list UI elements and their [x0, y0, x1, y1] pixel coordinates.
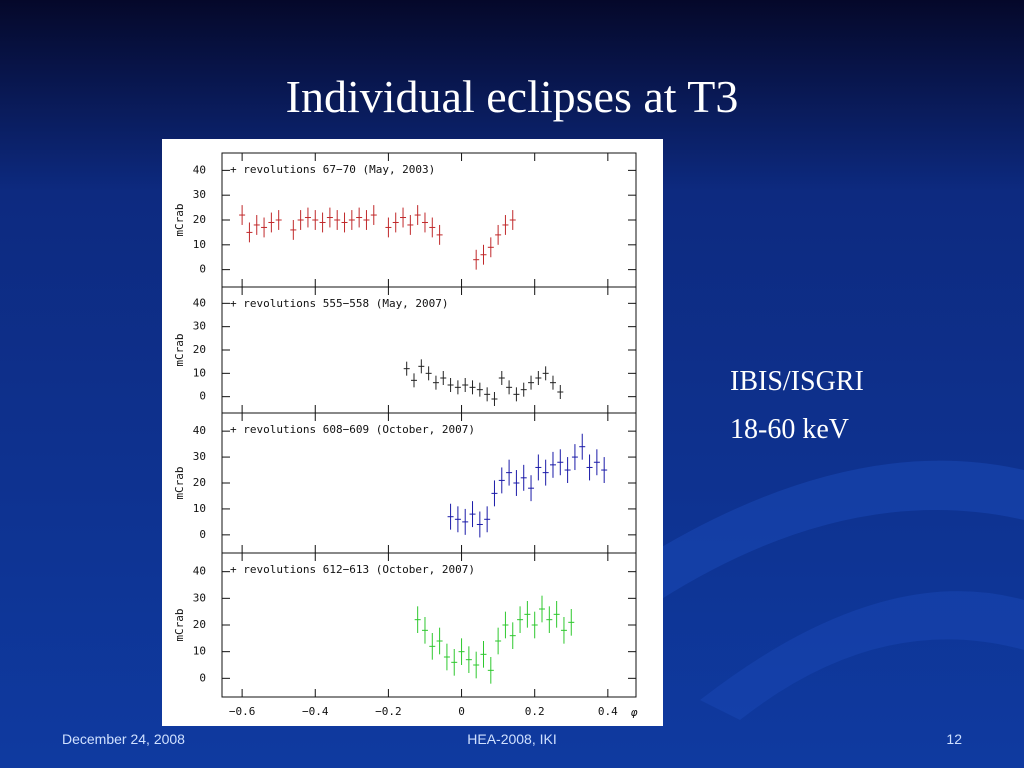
- y-tick-label: 30: [193, 188, 206, 201]
- y-tick-label: 20: [193, 343, 206, 356]
- footer-page: 12: [946, 731, 962, 747]
- y-tick-label: 40: [193, 296, 206, 309]
- x-tick-label: −0.2: [375, 705, 402, 718]
- x-tick-label: 0.4: [598, 705, 618, 718]
- x-tick-label: −0.6: [229, 705, 256, 718]
- y-axis-label: mCrab: [173, 333, 186, 366]
- side-text: IBIS/ISGRI: [730, 366, 864, 397]
- y-tick-label: 0: [199, 528, 206, 541]
- panel-annotation: + revolutions 612−613 (October, 2007): [230, 563, 475, 576]
- y-tick-label: 0: [199, 263, 206, 276]
- y-tick-label: 30: [193, 591, 206, 604]
- y-tick-label: 40: [193, 565, 206, 578]
- y-tick-label: 40: [193, 424, 206, 437]
- decoration: [640, 460, 1024, 600]
- y-axis-label: mCrab: [173, 466, 186, 499]
- y-tick-label: 0: [199, 671, 206, 684]
- decoration: [700, 591, 1024, 720]
- x-tick-label: 0.2: [525, 705, 545, 718]
- y-tick-label: 10: [193, 645, 206, 658]
- panel-annotation: + revolutions 67−70 (May, 2003): [230, 163, 435, 176]
- panel-annotation: + revolutions 555−558 (May, 2007): [230, 297, 449, 310]
- y-tick-label: 20: [193, 476, 206, 489]
- plot-area: [162, 139, 663, 726]
- y-tick-label: 0: [199, 390, 206, 403]
- slide-title: Individual eclipses at T3: [286, 71, 739, 122]
- y-tick-label: 10: [193, 366, 206, 379]
- y-tick-label: 20: [193, 618, 206, 631]
- y-tick-label: 20: [193, 213, 206, 226]
- y-tick-label: 30: [193, 320, 206, 333]
- y-tick-label: 10: [193, 238, 206, 251]
- footer-date: December 24, 2008: [62, 731, 185, 747]
- x-tick-label: 0: [458, 705, 465, 718]
- x-axis-label: φ: [631, 706, 638, 719]
- y-axis-label: mCrab: [173, 203, 186, 236]
- x-tick-label: −0.4: [302, 705, 329, 718]
- panel-annotation: + revolutions 608−609 (October, 2007): [230, 423, 475, 436]
- y-tick-label: 30: [193, 450, 206, 463]
- footer-event: HEA-2008, IKI: [467, 731, 557, 747]
- plots: 0 10 20 30 40 mCrab + revolutions 67−70 (May, …: [173, 152, 638, 719]
- y-tick-label: 10: [193, 502, 206, 515]
- side-text: 18-60 keV: [730, 414, 849, 445]
- y-axis-label: mCrab: [173, 608, 186, 641]
- y-tick-label: 40: [193, 163, 206, 176]
